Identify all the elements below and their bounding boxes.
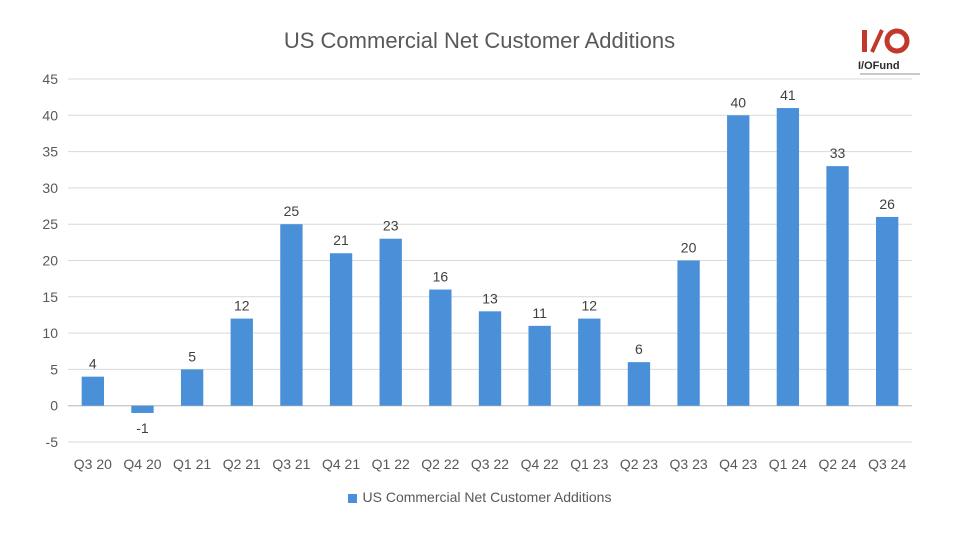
data-label: 40	[730, 94, 746, 110]
data-label: 25	[284, 203, 300, 219]
bar	[81, 376, 104, 406]
x-tick-label: Q2 21	[223, 456, 261, 472]
bar	[826, 166, 849, 406]
data-label: 12	[582, 298, 598, 314]
data-label: 4	[89, 356, 97, 372]
x-tick-label: Q4 22	[521, 456, 559, 472]
bar	[478, 311, 502, 406]
data-label: 21	[333, 232, 349, 248]
y-tick-label: 15	[42, 289, 58, 305]
x-tick-label: Q1 24	[769, 456, 807, 472]
data-label: 6	[635, 341, 643, 357]
bar	[329, 253, 353, 406]
x-tick-label: Q4 21	[322, 456, 360, 472]
bar	[578, 318, 601, 406]
legend-label: US Commercial Net Customer Additions	[362, 489, 612, 505]
x-tick-label: Q3 20	[74, 456, 112, 472]
bar	[528, 325, 551, 406]
data-label: 11	[532, 305, 547, 321]
bar	[230, 318, 253, 406]
data-label: 26	[879, 196, 895, 212]
legend-swatch	[347, 493, 357, 503]
bar	[727, 115, 750, 406]
data-label: 23	[383, 218, 399, 234]
y-tick-label: 30	[42, 180, 58, 196]
bar	[876, 216, 899, 406]
x-tick-label: Q1 23	[570, 456, 608, 472]
y-tick-label: 10	[42, 325, 58, 341]
bar	[131, 405, 154, 413]
bar	[776, 108, 800, 406]
logo-text: I/OFund	[858, 60, 900, 72]
data-label: -1	[136, 420, 149, 436]
chart-title: US Commercial Net Customer Additions	[283, 28, 676, 53]
io-fund-logo	[862, 28, 910, 54]
bar	[379, 238, 402, 406]
legend: US Commercial Net Customer Additions	[0, 489, 959, 505]
x-tick-label: Q3 21	[272, 456, 310, 472]
y-tick-label: 20	[42, 253, 58, 269]
x-tick-label: Q1 21	[173, 456, 211, 472]
y-tick-label: 45	[42, 71, 58, 87]
bar	[429, 289, 452, 406]
y-tick-label: 25	[42, 216, 58, 232]
x-tick-label: Q3 23	[670, 456, 708, 472]
x-tick-label: Q3 22	[471, 456, 509, 472]
data-label: 41	[780, 87, 796, 103]
data-label: 33	[830, 145, 846, 161]
data-label: 5	[188, 348, 196, 364]
data-label: 12	[234, 298, 250, 314]
data-label: 16	[433, 269, 449, 285]
data-label: 13	[482, 290, 498, 306]
x-tick-label: Q1 22	[372, 456, 410, 472]
y-tick-label: 5	[50, 361, 58, 377]
y-tick-label: 35	[42, 144, 58, 160]
x-tick-label: Q2 24	[818, 456, 856, 472]
bar	[677, 260, 700, 406]
x-tick-label: Q2 22	[421, 456, 459, 472]
logo-underline	[860, 73, 920, 75]
y-tick-label: 0	[50, 398, 58, 414]
x-tick-label: Q4 23	[719, 456, 757, 472]
bar	[180, 369, 204, 406]
data-label: 20	[681, 240, 697, 256]
bar	[280, 224, 303, 406]
y-tick-label: 40	[42, 107, 58, 123]
x-tick-label: Q3 24	[868, 456, 906, 472]
x-tick-label: Q4 20	[123, 456, 161, 472]
bar	[627, 362, 651, 406]
x-tick-label: Q2 23	[620, 456, 658, 472]
y-tick-label: -5	[46, 434, 59, 450]
